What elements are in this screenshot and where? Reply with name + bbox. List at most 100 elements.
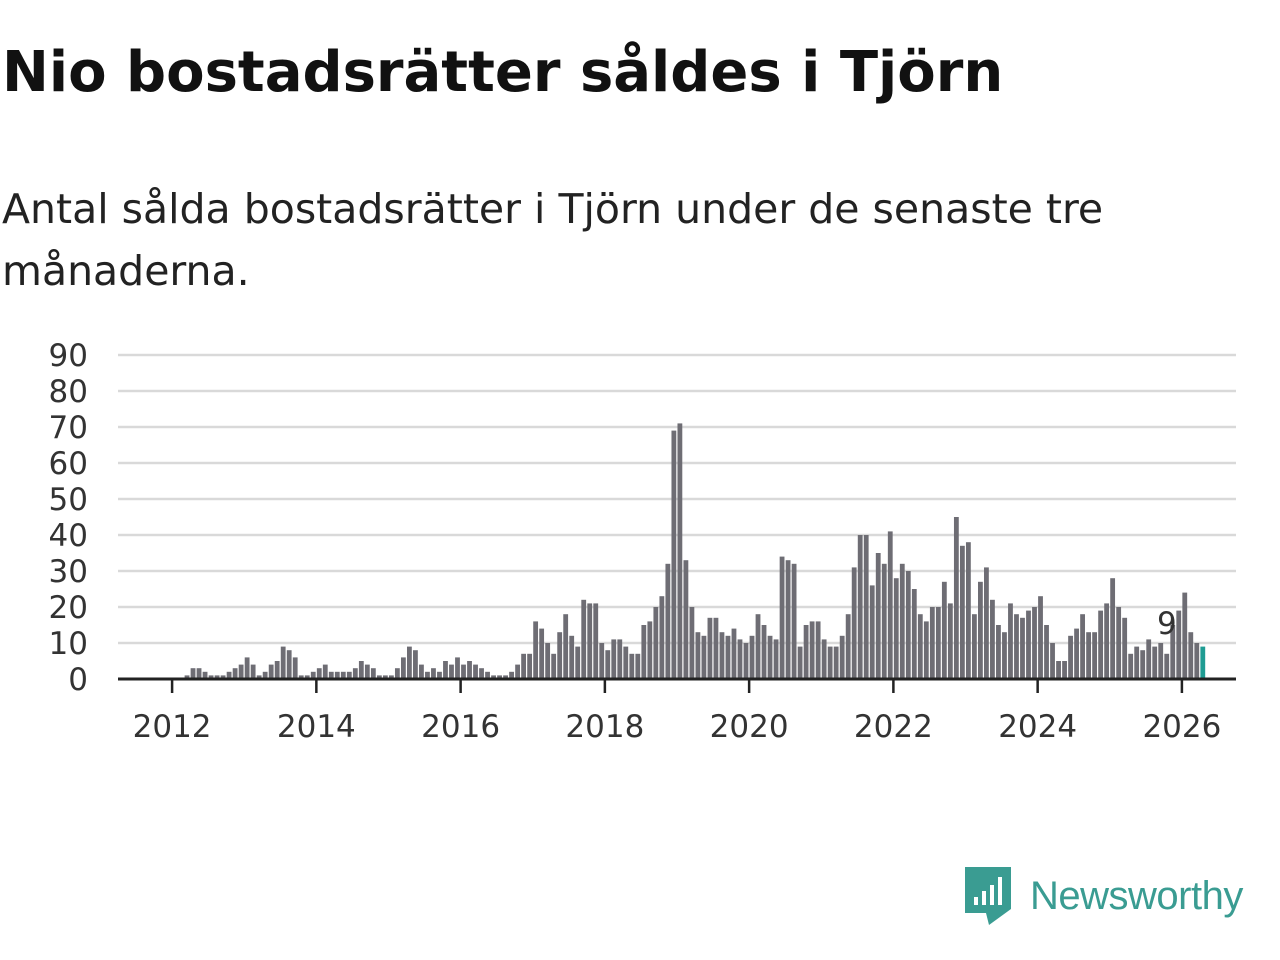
bar xyxy=(1056,661,1061,679)
bar xyxy=(376,675,382,679)
latest-value-label: 9 xyxy=(1157,606,1177,642)
bar xyxy=(641,625,647,679)
bar xyxy=(659,596,665,679)
bar xyxy=(689,607,695,679)
newsworthy-logo[interactable]: Newsworthy xyxy=(962,864,1243,928)
bar xyxy=(605,650,611,679)
bars xyxy=(184,423,1206,679)
bar xyxy=(761,625,767,679)
bar xyxy=(863,535,869,679)
newsworthy-logo-icon xyxy=(965,867,1011,925)
bar xyxy=(545,643,551,679)
chart-subtitle: Antal sålda bostadsrätter i Tjörn under … xyxy=(2,185,1104,295)
bar xyxy=(280,646,286,679)
bar xyxy=(587,603,593,679)
bar xyxy=(437,671,442,679)
bar xyxy=(743,643,749,679)
bar xyxy=(599,643,605,679)
bar xyxy=(575,646,581,679)
bar xyxy=(1080,614,1085,679)
bar xyxy=(244,657,250,679)
bar xyxy=(1062,661,1067,679)
bar xyxy=(707,617,713,679)
bar xyxy=(941,581,947,679)
bar xyxy=(232,668,238,679)
bar xyxy=(911,589,917,679)
bar xyxy=(984,567,989,679)
bar xyxy=(1176,610,1182,679)
bar xyxy=(1110,578,1116,679)
bar xyxy=(226,671,232,679)
bar xyxy=(1152,646,1158,679)
bar xyxy=(274,661,280,679)
y-tick-label: 70 xyxy=(49,410,88,446)
bar xyxy=(407,646,412,679)
bar xyxy=(947,603,953,679)
bar xyxy=(959,545,965,679)
bar xyxy=(923,621,929,679)
bar xyxy=(382,675,388,679)
bar xyxy=(653,607,659,679)
x-tick-label: 2018 xyxy=(565,709,644,745)
bar xyxy=(1026,610,1031,679)
bar xyxy=(833,646,839,679)
bar xyxy=(1122,617,1128,679)
bar xyxy=(713,617,719,679)
bar xyxy=(328,671,334,679)
bar xyxy=(467,661,472,679)
bar xyxy=(515,664,520,679)
bar xyxy=(551,653,557,679)
bar xyxy=(996,625,1001,679)
bar xyxy=(893,578,899,679)
bar xyxy=(749,635,755,679)
bar xyxy=(845,614,851,679)
bar xyxy=(1020,617,1025,679)
bar xyxy=(1086,632,1091,679)
bar xyxy=(1014,614,1019,679)
bar xyxy=(1008,603,1013,679)
bar xyxy=(563,614,569,679)
bar xyxy=(665,563,671,679)
bar xyxy=(431,668,436,679)
bar xyxy=(184,675,190,679)
y-tick-label: 30 xyxy=(49,554,88,590)
x-axis-tick-labels: 2012 2014 2016 2018 2020 2022 2024 2026 xyxy=(133,709,1222,745)
bar xyxy=(1038,596,1043,679)
bar xyxy=(785,560,791,679)
y-tick-label: 20 xyxy=(49,590,88,626)
bar xyxy=(809,621,815,679)
bar xyxy=(316,668,322,679)
bar xyxy=(978,581,983,679)
bar xyxy=(340,671,346,679)
bar xyxy=(521,653,527,679)
y-tick-label: 80 xyxy=(49,374,88,410)
bar xyxy=(310,671,316,679)
bar xyxy=(905,571,911,679)
bar xyxy=(557,632,563,679)
bar xyxy=(479,668,484,679)
bar xyxy=(1140,650,1146,679)
x-axis xyxy=(118,677,1236,693)
bar xyxy=(857,535,863,679)
bar xyxy=(202,671,208,679)
bar xyxy=(322,664,328,679)
bar xyxy=(220,675,226,679)
bar xyxy=(839,635,845,679)
bar xyxy=(1098,610,1104,679)
bar xyxy=(1002,632,1007,679)
y-tick-label: 10 xyxy=(49,626,88,662)
bar xyxy=(929,607,935,679)
bar xyxy=(394,668,400,679)
bar xyxy=(821,639,827,679)
bar xyxy=(491,675,496,679)
bar xyxy=(449,664,454,679)
bar xyxy=(851,567,857,679)
bar xyxy=(419,664,424,679)
grid-lines xyxy=(118,353,1236,645)
bar xyxy=(635,653,641,679)
bar xyxy=(503,675,508,679)
bar xyxy=(1188,632,1194,679)
